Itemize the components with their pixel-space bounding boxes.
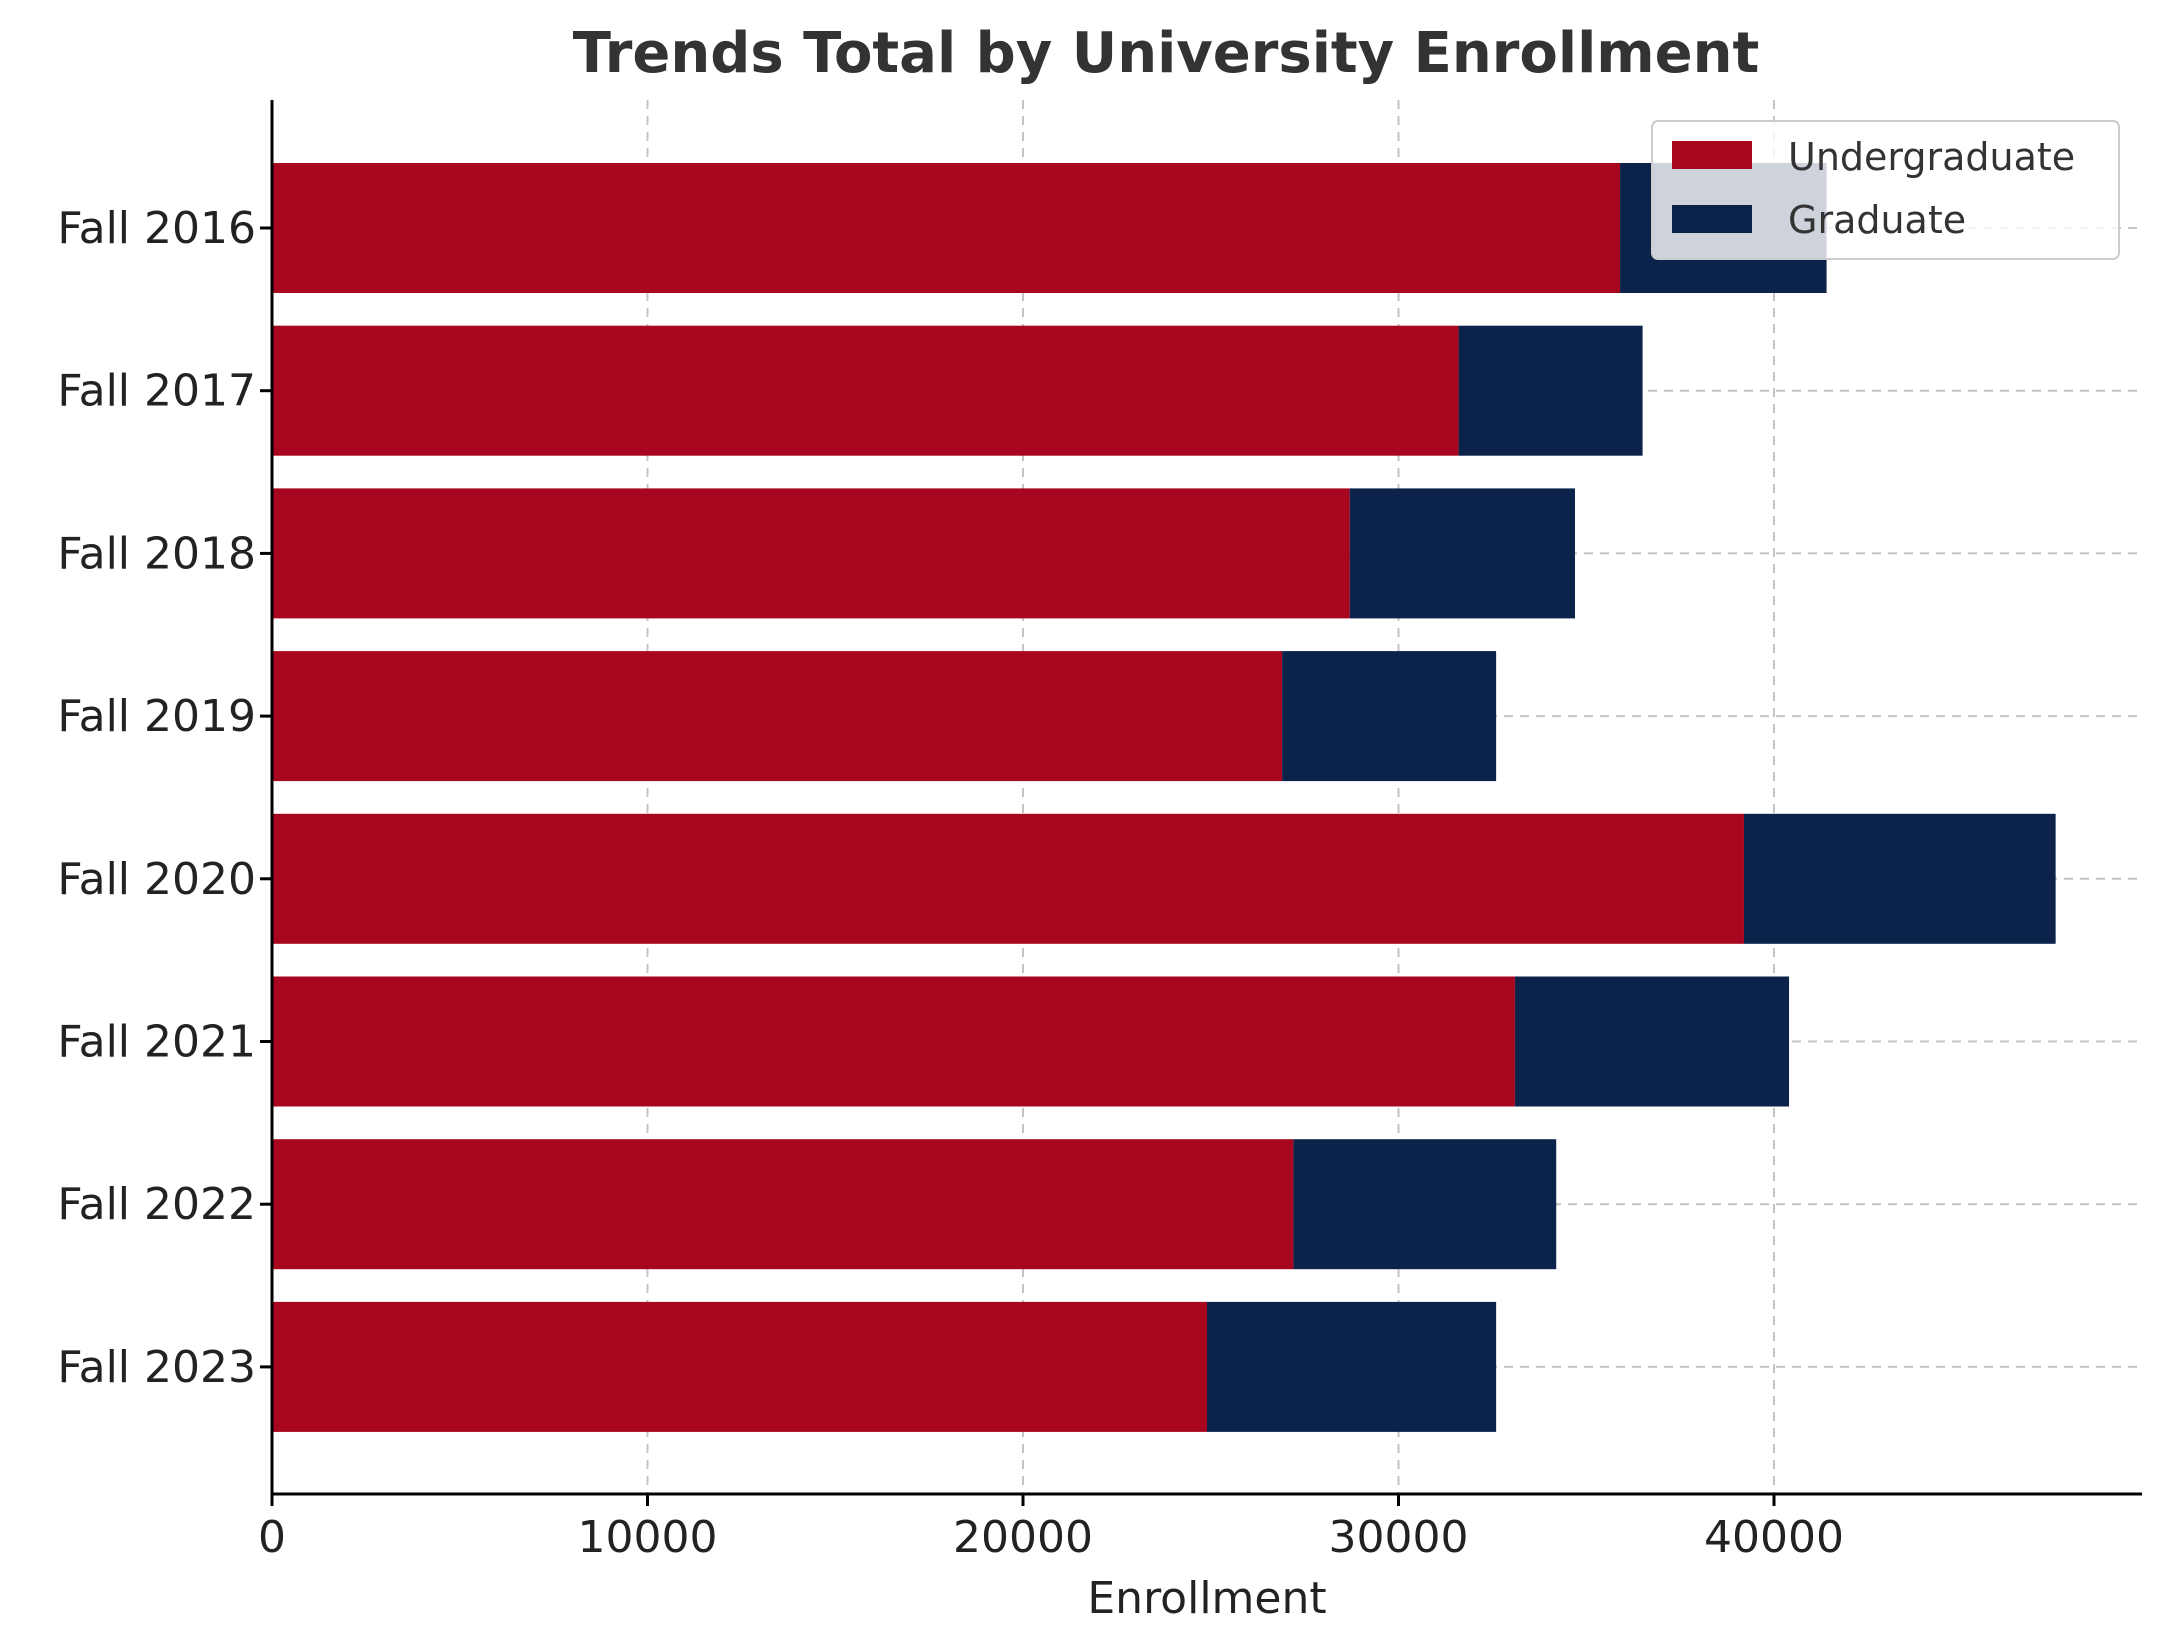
bar-graduate-fall-2023 — [1207, 1301, 1497, 1432]
y-tick-label: Fall 2016 — [57, 203, 256, 254]
legend-box — [1651, 120, 2120, 260]
bars-group — [272, 163, 2056, 1432]
bar-undergraduate-fall-2016 — [272, 163, 1621, 293]
x-tick-label: 30000 — [1329, 1512, 1469, 1563]
bar-graduate-fall-2020 — [1743, 813, 2056, 944]
x-gridlines — [646, 100, 1776, 1494]
y-tick-label: Fall 2018 — [57, 528, 256, 579]
x-tick-label: 20000 — [953, 1512, 1093, 1563]
axes-group — [270, 100, 2142, 1496]
bar-undergraduate-fall-2018 — [272, 488, 1350, 619]
bar-graduate-fall-2018 — [1349, 488, 1575, 619]
y-tick-label: Fall 2023 — [57, 1342, 256, 1393]
x-axis-label: Enrollment — [1087, 1573, 1326, 1624]
bar-graduate-fall-2017 — [1458, 325, 1643, 456]
x-tick-label: 10000 — [578, 1512, 718, 1563]
chart-title: Trends Total by University Enrollment — [573, 21, 1760, 86]
x-tick-label: 0 — [258, 1512, 286, 1563]
x-tick-labels: 0 10000 20000 30000 40000 — [258, 1494, 1844, 1563]
y-tick-label: Fall 2019 — [57, 691, 256, 742]
bar-graduate-fall-2019 — [1282, 651, 1497, 782]
legend-label-undergraduate: Undergraduate — [1788, 135, 2075, 179]
bar-undergraduate-fall-2017 — [272, 325, 1459, 456]
y-tick-label: Fall 2017 — [57, 366, 256, 417]
bar-undergraduate-fall-2021 — [272, 976, 1515, 1107]
x-tick-label: 40000 — [1704, 1512, 1844, 1563]
bar-undergraduate-fall-2020 — [272, 813, 1744, 944]
bar-undergraduate-fall-2019 — [272, 651, 1283, 782]
bar-graduate-fall-2022 — [1293, 1139, 1557, 1270]
y-tick-label: Fall 2022 — [57, 1179, 256, 1230]
y-tick-labels: Fall 2016 Fall 2017 Fall 2018 Fall 2019 Fall… — [57, 203, 272, 1393]
legend: Undergraduate Graduate — [1651, 120, 2120, 260]
legend-swatch-undergraduate — [1672, 141, 1752, 169]
bar-graduate-fall-2021 — [1514, 976, 1790, 1107]
legend-swatch-graduate — [1672, 205, 1752, 233]
y-tick-label: Fall 2020 — [57, 854, 256, 905]
y-tick-label: Fall 2021 — [57, 1017, 256, 1068]
bar-undergraduate-fall-2023 — [272, 1301, 1207, 1432]
legend-label-graduate: Graduate — [1788, 198, 1966, 242]
bar-undergraduate-fall-2022 — [272, 1139, 1294, 1270]
